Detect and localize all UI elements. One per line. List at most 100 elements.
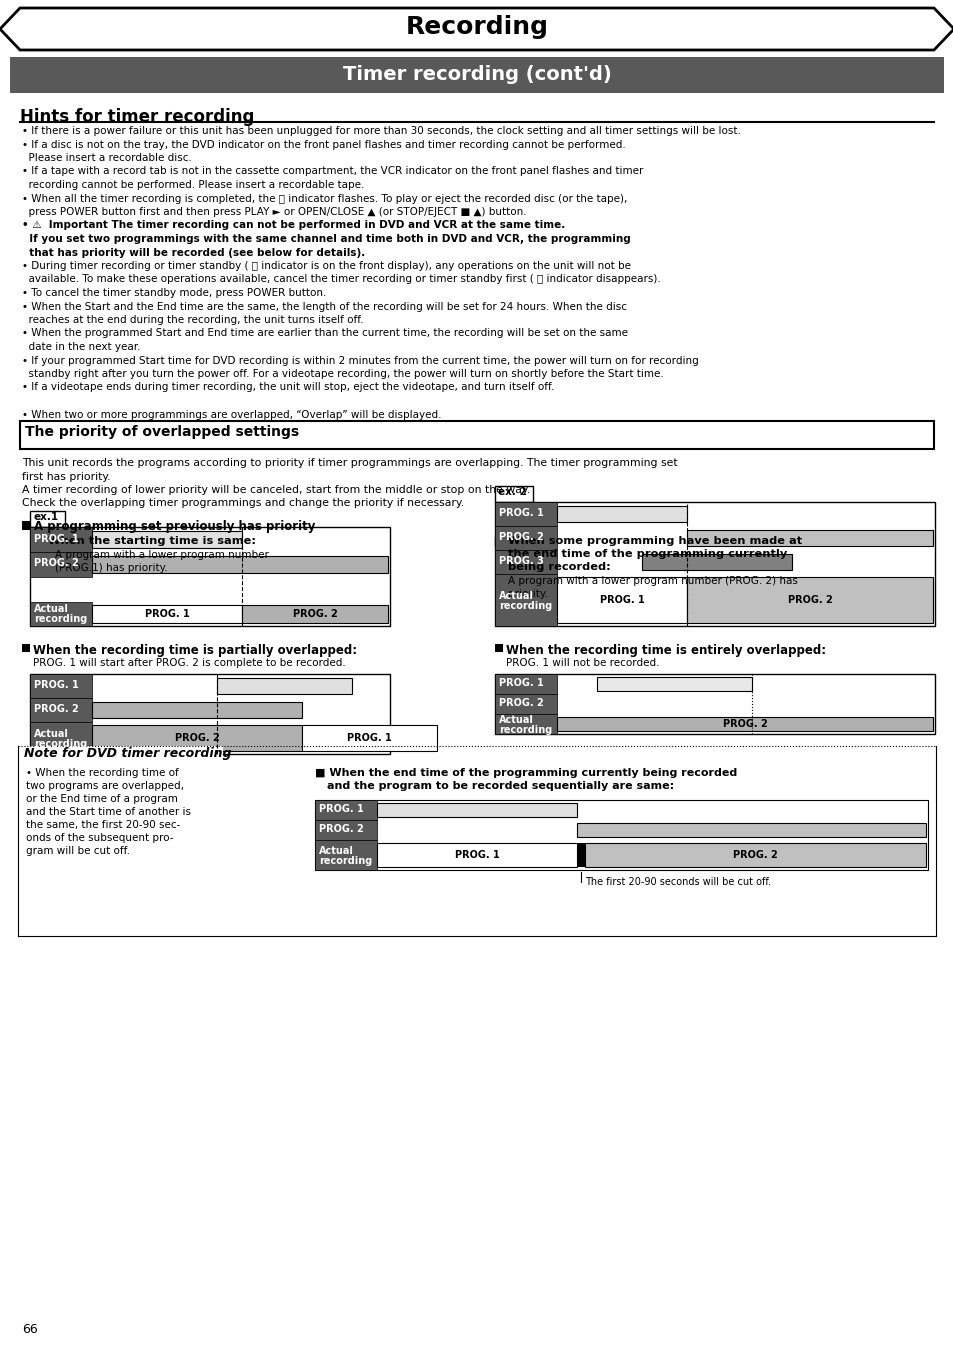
- Text: PROG. 2: PROG. 2: [732, 851, 777, 860]
- Text: When the recording time is partially overlapped:: When the recording time is partially ove…: [33, 644, 356, 656]
- Text: PROG. 1 will start after PROG. 2 is complete to be recorded.: PROG. 1 will start after PROG. 2 is comp…: [33, 658, 345, 669]
- Bar: [20, 421, 933, 449]
- Bar: [686, 530, 932, 546]
- Text: reaches at the end during the recording, the unit turns itself off.: reaches at the end during the recording,…: [22, 315, 363, 325]
- Bar: [30, 551, 91, 577]
- Text: the same, the first 20-90 sec-: the same, the first 20-90 sec-: [26, 820, 180, 830]
- Polygon shape: [0, 8, 953, 50]
- Text: • To cancel the timer standby mode, press POWER button.: • To cancel the timer standby mode, pres…: [22, 288, 326, 298]
- Text: two programs are overlapped,: two programs are overlapped,: [26, 780, 184, 791]
- Text: • During timer recording or timer standby ( Ⓡ indicator is on the front display): • During timer recording or timer standb…: [22, 262, 630, 271]
- Bar: [10, 57, 943, 93]
- Bar: [495, 674, 557, 694]
- Text: • When two or more programmings are overlapped, “Overlap” will be displayed.: • When two or more programmings are over…: [22, 410, 441, 419]
- Text: ■ When the end time of the programming currently being recorded: ■ When the end time of the programming c…: [314, 768, 737, 778]
- Bar: [495, 501, 934, 625]
- Text: If you set two programmings with the same channel and time both in DVD and VCR, : If you set two programmings with the sam…: [22, 235, 630, 244]
- Bar: [495, 644, 502, 652]
- Text: When some programming have been made at: When some programming have been made at: [507, 537, 801, 546]
- Bar: [686, 577, 932, 623]
- Text: PROG. 2: PROG. 2: [318, 824, 363, 834]
- Text: PROG. 3: PROG. 3: [498, 555, 543, 566]
- Text: The first 20-90 seconds will be cut off.: The first 20-90 seconds will be cut off.: [584, 878, 770, 887]
- Text: press POWER button first and then press PLAY ► or OPEN/CLOSE ▲ (or STOP/EJECT ■ : press POWER button first and then press …: [22, 208, 526, 217]
- Bar: [557, 577, 686, 623]
- Text: • ⚠  Important The timer recording can not be performed in DVD and VCR at the sa: • ⚠ Important The timer recording can no…: [22, 221, 565, 231]
- Bar: [30, 723, 91, 754]
- Bar: [495, 694, 557, 714]
- Text: and the program to be recorded sequentially are same:: and the program to be recorded sequentia…: [327, 780, 674, 791]
- Text: recording cannot be performed. Please insert a recordable tape.: recording cannot be performed. Please in…: [22, 181, 364, 190]
- Text: and the Start time of another is: and the Start time of another is: [26, 807, 191, 817]
- Text: This unit records the programs according to priority if timer programmings are o: This unit records the programs according…: [22, 458, 677, 468]
- Bar: [314, 799, 376, 820]
- Text: ex. 2: ex. 2: [497, 487, 526, 497]
- Text: PROG. 1: PROG. 1: [498, 508, 543, 518]
- Bar: [30, 603, 91, 625]
- Bar: [495, 487, 533, 501]
- Text: priority.: priority.: [507, 589, 547, 599]
- Text: ex.1: ex.1: [33, 512, 58, 522]
- Bar: [314, 820, 376, 840]
- Text: gram will be cut off.: gram will be cut off.: [26, 847, 130, 856]
- Text: onds of the subsequent pro-: onds of the subsequent pro-: [26, 833, 173, 842]
- Text: PROG. 2: PROG. 2: [721, 718, 766, 729]
- Bar: [597, 677, 751, 692]
- Text: standby right after you turn the power off. For a videotape recording, the power: standby right after you turn the power o…: [22, 369, 663, 379]
- Bar: [242, 605, 388, 623]
- Text: PROG. 2: PROG. 2: [174, 733, 219, 743]
- Bar: [22, 644, 30, 652]
- Text: A program with a lower program number (PROG. 2) has: A program with a lower program number (P…: [507, 576, 797, 586]
- Text: 66: 66: [22, 1322, 38, 1336]
- Text: Timer recording (cont'd): Timer recording (cont'd): [342, 66, 611, 85]
- Text: recording: recording: [498, 601, 552, 611]
- Text: When the starting time is same:: When the starting time is same:: [48, 537, 255, 546]
- Text: first has priority.: first has priority.: [22, 472, 111, 481]
- Bar: [376, 842, 577, 867]
- Bar: [314, 840, 376, 869]
- Text: PROG. 1: PROG. 1: [145, 609, 190, 619]
- Bar: [18, 745, 223, 762]
- Text: being recorded:: being recorded:: [507, 562, 610, 572]
- Bar: [495, 714, 557, 735]
- Bar: [641, 554, 791, 570]
- Text: The priority of overlapped settings: The priority of overlapped settings: [25, 425, 299, 439]
- Text: recording: recording: [498, 725, 552, 735]
- Text: PROG. 1: PROG. 1: [347, 733, 392, 743]
- Text: Note for DVD timer recording: Note for DVD timer recording: [24, 747, 232, 760]
- Text: that has priority will be recorded (see below for details).: that has priority will be recorded (see …: [22, 248, 365, 257]
- Text: PROG. 1: PROG. 1: [599, 594, 643, 605]
- Bar: [314, 799, 927, 869]
- Bar: [91, 555, 388, 573]
- Text: recording: recording: [34, 739, 87, 749]
- Text: PROG. 2: PROG. 2: [34, 558, 79, 569]
- Bar: [376, 803, 577, 817]
- Bar: [216, 678, 352, 694]
- Bar: [30, 674, 91, 698]
- Text: PROG. 2: PROG. 2: [293, 609, 337, 619]
- Text: PROG. 1: PROG. 1: [455, 851, 498, 860]
- Text: Recording: Recording: [405, 15, 548, 39]
- Text: PROG. 2: PROG. 2: [498, 532, 543, 542]
- Text: • If a tape with a record tab is not in the cassette compartment, the VCR indica: • If a tape with a record tab is not in …: [22, 167, 642, 177]
- Bar: [495, 537, 503, 546]
- Text: Actual: Actual: [34, 729, 69, 739]
- Bar: [495, 526, 557, 550]
- Bar: [495, 574, 557, 625]
- Text: • If a disc is not on the tray, the DVD indicator on the front panel flashes and: • If a disc is not on the tray, the DVD …: [22, 139, 625, 150]
- Text: PROG. 1 will not be recorded.: PROG. 1 will not be recorded.: [505, 658, 659, 669]
- Text: • When the recording time of: • When the recording time of: [26, 768, 178, 778]
- Text: • If there is a power failure or this unit has been unplugged for more than 30 s: • If there is a power failure or this un…: [22, 125, 740, 136]
- Text: PROG. 2: PROG. 2: [498, 698, 543, 708]
- Bar: [35, 537, 44, 546]
- Text: • If your programmed Start time for DVD recording is within 2 minutes from the c: • If your programmed Start time for DVD …: [22, 356, 698, 365]
- Text: Check the overlapping timer programmings and change the priority if necessary.: Check the overlapping timer programmings…: [22, 499, 464, 508]
- Bar: [91, 725, 302, 751]
- Text: • When the programmed Start and End time are earlier than the current time, the : • When the programmed Start and End time…: [22, 329, 627, 338]
- Text: Hints for timer recording: Hints for timer recording: [20, 108, 254, 125]
- Bar: [577, 842, 584, 867]
- Text: Actual: Actual: [498, 714, 534, 725]
- Text: recording: recording: [318, 856, 372, 865]
- Bar: [30, 674, 390, 754]
- Text: available. To make these operations available, cancel the timer recording or tim: available. To make these operations avai…: [22, 275, 660, 284]
